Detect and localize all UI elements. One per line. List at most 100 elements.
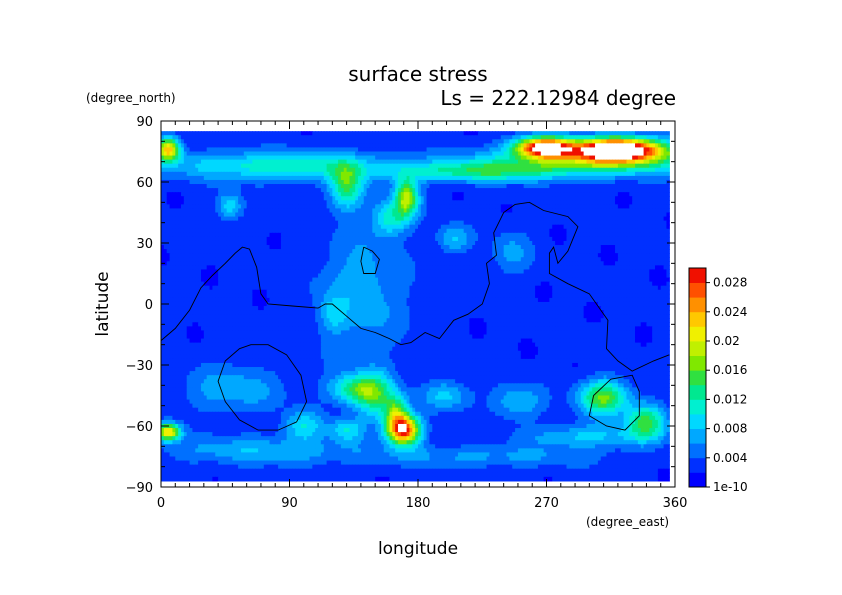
heatmap-cell [306,135,311,140]
heatmap-cell [557,155,562,161]
heatmap-cell [366,147,371,153]
heatmap-cell [258,155,262,161]
heatmap-cell [415,147,419,153]
heatmap-cell [600,159,605,165]
heatmap-cell [432,163,436,169]
heatmap-cell [243,131,248,136]
heatmap-cell [289,135,293,140]
heatmap-cell [666,232,670,238]
heatmap-cell [238,171,242,177]
heatmap-cell [466,163,470,169]
heatmap-cell [597,151,602,157]
heatmap-cell [486,147,490,153]
heatmap-cell [517,131,522,136]
heatmap-cell [175,159,179,165]
heatmap-cell [400,155,405,161]
heatmap-cell [546,155,550,161]
heatmap-cell [246,167,251,173]
heatmap-cell [303,151,308,157]
heatmap-cell [352,147,356,153]
heatmap-cell [223,143,228,149]
heatmap-cell [612,139,616,144]
heatmap-cell [360,155,365,161]
heatmap-cell [252,147,256,153]
heatmap-cell [586,135,590,140]
heatmap-cell [626,143,630,149]
heatmap-cell [360,139,365,144]
heatmap-cell [583,147,588,153]
heatmap-cell [198,151,202,157]
heatmap-cell [292,147,296,153]
heatmap-cell [603,159,608,165]
heatmap-cell [289,167,293,173]
heatmap-cell [403,159,408,165]
heatmap-cell [363,167,368,173]
heatmap-cell [500,159,505,165]
heatmap-cell [460,135,465,140]
heatmap-cell [666,208,670,214]
heatmap-cell [249,155,253,161]
heatmap-cell [175,147,179,153]
heatmap-cell [469,167,473,173]
heatmap-cell [503,167,508,173]
heatmap-cell [577,147,582,153]
heatmap-cell [555,135,559,140]
heatmap-cell [278,155,282,161]
heatmap-cell [272,131,276,136]
heatmap-cell [329,147,333,153]
heatmap-cell [298,139,302,144]
heatmap-cell [483,135,488,140]
heatmap-cell [526,167,530,173]
heatmap-cell [566,139,570,144]
heatmap-cell [649,143,653,149]
heatmap-cell [298,167,302,173]
heatmap-cell [206,171,211,177]
heatmap-cell [178,139,182,144]
heatmap-cell [512,147,516,153]
heatmap-cell [372,147,376,153]
heatmap-cell [472,159,476,165]
heatmap-cell [172,163,176,169]
heatmap-cell [169,155,174,161]
heatmap-cell [537,139,542,144]
heatmap-cell [535,147,539,153]
heatmap-cell [449,143,453,149]
heatmap-cell [269,139,273,144]
heatmap-cell [255,131,259,136]
heatmap-cell [426,151,431,157]
heatmap-cell [358,159,362,165]
heatmap-cell [218,139,222,144]
heatmap-cell [655,159,659,165]
heatmap-cell [389,139,393,144]
heatmap-cell [455,131,459,136]
heatmap-cell [395,147,399,153]
heatmap-cell [666,135,670,140]
heatmap-cell [240,143,245,149]
heatmap-cell [300,131,305,136]
heatmap-cell [589,147,593,153]
heatmap-cell [272,151,276,157]
heatmap-cell [186,151,191,157]
heatmap-cell [560,131,565,136]
heatmap-cell [640,135,645,140]
heatmap-cell [626,147,630,153]
heatmap-cell [418,139,422,144]
heatmap-cell [537,163,542,169]
heatmap-cell [617,139,622,144]
heatmap-cell [272,167,276,173]
heatmap-cell [369,163,373,169]
heatmap-cell [429,143,433,149]
heatmap-cell [663,135,668,140]
heatmap-cell [655,131,659,136]
heatmap-cell [346,135,351,140]
heatmap-cell [266,155,271,161]
heatmap-cell [403,163,408,169]
heatmap-cell [258,135,262,140]
heatmap-cell [272,159,276,165]
heatmap-cell [612,135,616,140]
heatmap-cell [355,167,359,173]
heatmap-cell [329,135,333,140]
heatmap-cell [429,131,433,136]
heatmap-cell [432,155,436,161]
heatmap-cell [346,143,351,149]
